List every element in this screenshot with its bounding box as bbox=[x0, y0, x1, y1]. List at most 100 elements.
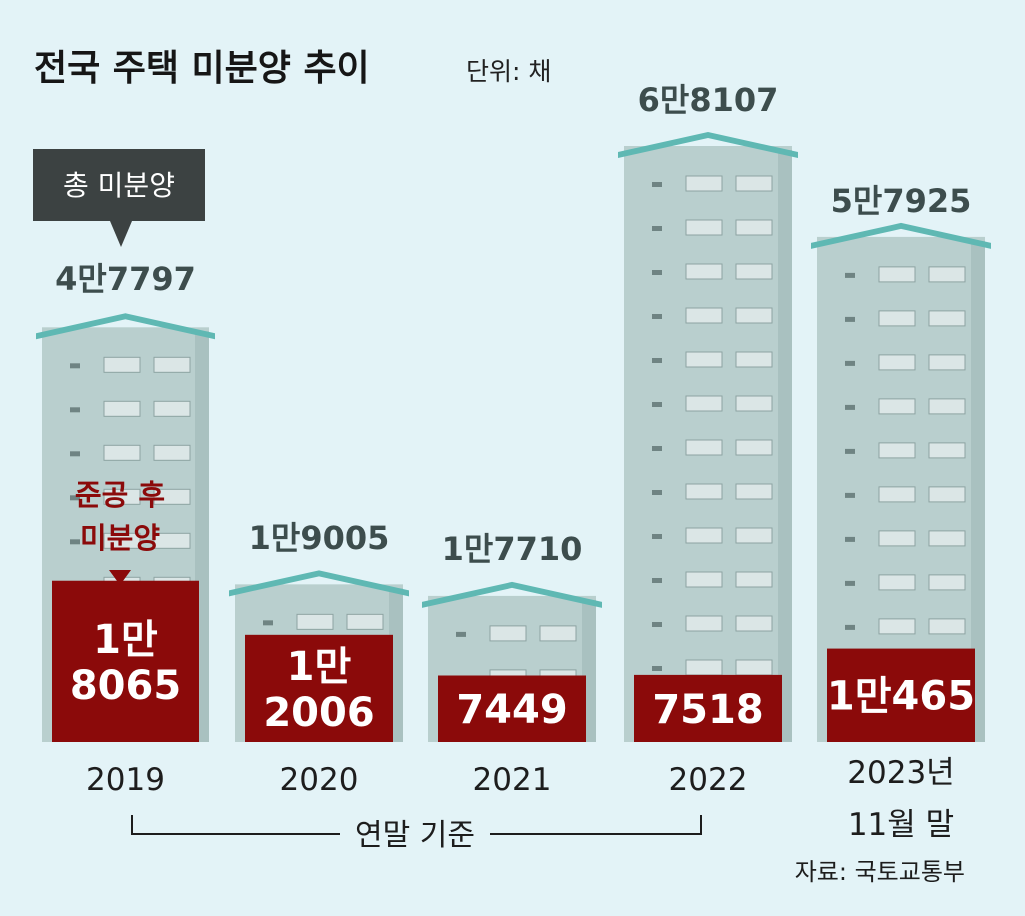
window-row bbox=[70, 400, 191, 417]
vent-icon bbox=[652, 666, 662, 671]
after-completion-value-2: 2006 bbox=[263, 690, 374, 736]
roof-icon bbox=[811, 222, 991, 249]
vent-icon bbox=[652, 314, 662, 319]
window-icon bbox=[735, 307, 773, 324]
window-icon bbox=[928, 618, 966, 635]
window-icon bbox=[735, 527, 773, 544]
roof-icon bbox=[618, 132, 798, 158]
window-row bbox=[845, 486, 966, 503]
window-icon bbox=[928, 310, 966, 327]
vent-icon bbox=[263, 620, 273, 626]
roof-icon bbox=[422, 581, 602, 608]
year-label-5: 2023년 bbox=[847, 755, 954, 791]
vent-icon bbox=[845, 580, 855, 586]
window-icon bbox=[928, 354, 966, 371]
year-label-2: 2020 bbox=[280, 762, 359, 798]
vent-icon bbox=[845, 272, 855, 278]
window-icon bbox=[685, 219, 723, 236]
after-completion-value-3: 7449 bbox=[456, 687, 567, 733]
year-label-1: 2019 bbox=[86, 762, 165, 798]
window-icon bbox=[735, 659, 773, 676]
window-icon bbox=[878, 442, 916, 459]
window-row bbox=[652, 263, 773, 280]
window-icon bbox=[928, 398, 966, 415]
basis-label: 연말 기준 bbox=[355, 818, 475, 853]
window-icon bbox=[735, 439, 773, 456]
window-icon bbox=[153, 356, 191, 373]
window-icon bbox=[735, 263, 773, 280]
vent-icon bbox=[70, 495, 80, 501]
window-icon bbox=[735, 571, 773, 588]
window-icon bbox=[878, 486, 916, 503]
vent-icon bbox=[456, 631, 466, 637]
source-note: 자료: 국토교통부 bbox=[795, 858, 965, 886]
roof-icon bbox=[229, 570, 409, 597]
window-icon bbox=[685, 307, 723, 324]
window-icon bbox=[928, 486, 966, 503]
after-completion-value-5: 1만465 bbox=[827, 674, 975, 720]
window-icon bbox=[685, 263, 723, 280]
window-row bbox=[652, 395, 773, 412]
window-icon bbox=[153, 488, 191, 505]
window-icon bbox=[685, 527, 723, 544]
window-row bbox=[70, 532, 191, 549]
total-value-3: 1만7710 bbox=[442, 530, 583, 568]
window-icon bbox=[735, 351, 773, 368]
vent-icon bbox=[845, 536, 855, 542]
vent-icon bbox=[845, 492, 855, 498]
after-completion-value-1: 1만 bbox=[93, 617, 158, 663]
window-icon bbox=[539, 625, 577, 642]
window-icon bbox=[153, 444, 191, 461]
window-icon bbox=[103, 444, 141, 461]
window-row bbox=[652, 439, 773, 456]
year-label-4: 2022 bbox=[669, 762, 748, 798]
window-row bbox=[845, 442, 966, 459]
window-row bbox=[652, 219, 773, 236]
vent-icon bbox=[845, 316, 855, 322]
vent-icon bbox=[652, 446, 662, 451]
building-shade-4 bbox=[778, 150, 792, 742]
window-icon bbox=[685, 483, 723, 500]
window-icon bbox=[878, 530, 916, 547]
after-completion-label-line1: 준공 후 bbox=[75, 478, 165, 512]
window-row bbox=[652, 307, 773, 324]
window-row bbox=[845, 398, 966, 415]
after-completion-bar-2 bbox=[245, 634, 393, 742]
window-icon bbox=[878, 398, 916, 415]
window-icon bbox=[928, 266, 966, 283]
basis-bracket-line-right bbox=[490, 815, 702, 835]
window-icon bbox=[735, 483, 773, 500]
window-icon bbox=[489, 625, 527, 642]
total-legend-text: 총 미분양 bbox=[63, 169, 175, 202]
window-icon bbox=[735, 219, 773, 236]
window-row bbox=[652, 351, 773, 368]
total-value-5: 5만7925 bbox=[831, 182, 972, 220]
window-row bbox=[652, 659, 773, 676]
building-3: 7449 1만7710 2021 bbox=[422, 530, 602, 798]
window-icon bbox=[346, 613, 384, 630]
window-row bbox=[70, 488, 191, 505]
vent-icon bbox=[652, 182, 662, 187]
window-row bbox=[652, 571, 773, 588]
window-icon bbox=[685, 615, 723, 632]
window-row bbox=[263, 613, 384, 630]
after-completion-bar-4 bbox=[634, 674, 782, 742]
after-completion-arrow bbox=[109, 570, 131, 585]
after-completion-label-line2: 미분양 bbox=[80, 521, 160, 555]
vent-icon bbox=[70, 539, 80, 545]
after-completion-value-2: 1만 bbox=[287, 644, 352, 690]
window-row bbox=[845, 618, 966, 635]
window-icon bbox=[735, 175, 773, 192]
vent-icon bbox=[845, 624, 855, 630]
window-row bbox=[652, 175, 773, 192]
vent-icon bbox=[652, 270, 662, 275]
vent-icon bbox=[652, 226, 662, 231]
roof-icon bbox=[36, 313, 215, 340]
window-icon bbox=[735, 395, 773, 412]
year-label-5: 11월 말 bbox=[848, 807, 954, 843]
window-row bbox=[845, 310, 966, 327]
